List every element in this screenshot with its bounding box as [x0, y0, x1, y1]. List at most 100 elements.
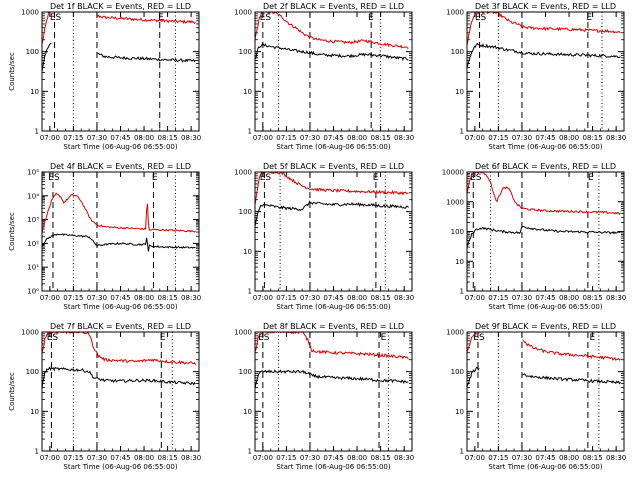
- y-tick-label: 10: [243, 408, 252, 416]
- marker-label: ES: [50, 13, 62, 23]
- y-tick-label: 1: [248, 288, 252, 296]
- y-tick-label: 10⁴: [27, 192, 39, 200]
- x-tick-label: 08:00: [559, 134, 579, 142]
- lld-rate-line: [467, 172, 621, 215]
- y-tick-label: 10: [30, 88, 39, 96]
- x-tick-label: 07:00: [253, 134, 273, 142]
- panel-title: Det 1f BLACK = Events, RED = LLD: [50, 2, 191, 11]
- x-axis-label: Start Time (06-Aug-06 06:55:00): [276, 143, 390, 151]
- panel-7: Det 7f BLACK = Events, RED = LLD Counts/s…: [8, 322, 201, 471]
- y-tick-label: 10¹: [27, 264, 39, 272]
- x-tick-label: 08:30: [394, 294, 414, 302]
- x-tick-label: 07:00: [40, 134, 60, 142]
- x-axis-label: Start Time (06-Aug-06 06:55:00): [488, 463, 602, 471]
- marker-label: ES: [473, 333, 485, 343]
- marker-label: ES: [475, 13, 487, 23]
- marker-label: E: [152, 173, 158, 183]
- marker-label: E: [160, 333, 166, 343]
- panel-1: Det 1f BLACK = Events, RED = LLD Counts/s…: [8, 2, 201, 151]
- panel-title: Det 5f BLACK = Events, RED = LLD: [263, 162, 404, 171]
- panel-title: Det 4f BLACK = Events, RED = LLD: [50, 162, 191, 171]
- y-axis-label: Counts/sec: [8, 372, 16, 411]
- x-tick-label: 07:45: [323, 134, 343, 142]
- y-tick-label: 10: [455, 88, 464, 96]
- x-tick-label: 08:15: [158, 294, 178, 302]
- x-tick-label: 07:15: [276, 294, 296, 302]
- x-tick-label: 07:45: [323, 454, 343, 462]
- events-rate-line: [255, 200, 409, 227]
- x-tick-label: 08:30: [181, 454, 201, 462]
- panel-2: Det 2f BLACK = Events, RED = LLD Start Ti…: [234, 2, 414, 151]
- y-tick-label: 1000: [446, 9, 464, 17]
- y-tick-label: 1000: [234, 169, 252, 177]
- plot-frame: [466, 331, 625, 452]
- events-rate-line: [467, 366, 621, 387]
- x-tick-label: 07:00: [40, 294, 60, 302]
- y-tick-label: 1: [460, 288, 464, 296]
- y-tick-label: 1: [248, 448, 252, 456]
- x-tick-label: 08:30: [181, 294, 201, 302]
- y-tick-label: 10: [30, 408, 39, 416]
- x-tick-label: 07:30: [300, 134, 320, 142]
- x-tick-label: 07:45: [110, 134, 130, 142]
- panel-5: Det 5f BLACK = Events, RED = LLD Start Ti…: [234, 162, 414, 311]
- x-tick-label: 08:30: [606, 134, 626, 142]
- y-tick-label: 10: [455, 408, 464, 416]
- x-tick-label: 07:00: [40, 454, 60, 462]
- y-tick-label: 10⁵: [27, 169, 39, 177]
- y-tick-label: 10: [243, 88, 252, 96]
- y-tick-label: 10: [455, 258, 464, 266]
- x-tick-label: 07:45: [535, 294, 555, 302]
- y-tick-label: 100: [239, 208, 252, 216]
- x-axis-label: Start Time (06-Aug-06 06:55:00): [488, 143, 602, 151]
- x-tick-label: 07:15: [488, 294, 508, 302]
- x-tick-label: 08:15: [583, 294, 603, 302]
- x-tick-label: 07:15: [63, 454, 83, 462]
- panel-title: Det 9f BLACK = Events, RED = LLD: [475, 322, 616, 331]
- x-tick-label: 08:15: [371, 294, 391, 302]
- y-tick-label: 100: [26, 48, 39, 56]
- panel-title: Det 6f BLACK = Events, RED = LLD: [475, 162, 616, 171]
- x-tick-label: 08:00: [347, 134, 367, 142]
- marker-label: E: [588, 173, 594, 183]
- x-axis-label: Start Time (06-Aug-06 06:55:00): [63, 143, 177, 151]
- x-tick-label: 07:15: [63, 294, 83, 302]
- x-tick-label: 08:15: [158, 134, 178, 142]
- marker-label: E: [373, 173, 379, 183]
- x-tick-label: 08:00: [134, 294, 154, 302]
- x-tick-label: 07:00: [253, 454, 273, 462]
- plot-frame: [466, 171, 625, 292]
- x-tick-label: 07:00: [465, 454, 485, 462]
- panel-title: Det 2f BLACK = Events, RED = LLD: [263, 2, 404, 11]
- x-tick-label: 07:45: [535, 454, 555, 462]
- y-tick-label: 10⁰: [27, 288, 39, 296]
- x-tick-label: 07:45: [110, 454, 130, 462]
- events-rate-line: [42, 43, 196, 72]
- x-tick-label: 08:00: [134, 134, 154, 142]
- x-axis-label: Start Time (06-Aug-06 06:55:00): [488, 303, 602, 311]
- x-tick-label: 07:30: [512, 294, 532, 302]
- x-tick-label: 08:15: [371, 454, 391, 462]
- x-axis-label: Start Time (06-Aug-06 06:55:00): [276, 463, 390, 471]
- events-rate-line: [255, 369, 409, 389]
- x-tick-label: 07:45: [535, 134, 555, 142]
- x-tick-label: 08:00: [559, 294, 579, 302]
- y-tick-label: 1000: [234, 329, 252, 337]
- x-tick-label: 08:15: [371, 134, 391, 142]
- x-tick-label: 08:15: [583, 454, 603, 462]
- x-axis-label: Start Time (06-Aug-06 06:55:00): [63, 463, 177, 471]
- events-rate-line: [42, 233, 196, 252]
- x-tick-label: 07:00: [253, 294, 273, 302]
- panel-title: Det 8f BLACK = Events, RED = LLD: [263, 322, 404, 331]
- y-tick-label: 1000: [446, 198, 464, 206]
- marker-label: E: [586, 13, 592, 23]
- x-tick-label: 08:30: [394, 134, 414, 142]
- y-tick-label: 100: [26, 368, 39, 376]
- x-axis-label: Start Time (06-Aug-06 06:55:00): [276, 303, 390, 311]
- marker-label: E: [589, 333, 595, 343]
- panel-9: Det 9f BLACK = Events, RED = LLD Start Ti…: [446, 322, 626, 471]
- y-tick-label: 100: [451, 368, 464, 376]
- plot-frame: [254, 171, 413, 292]
- y-tick-label: 1000: [21, 9, 39, 17]
